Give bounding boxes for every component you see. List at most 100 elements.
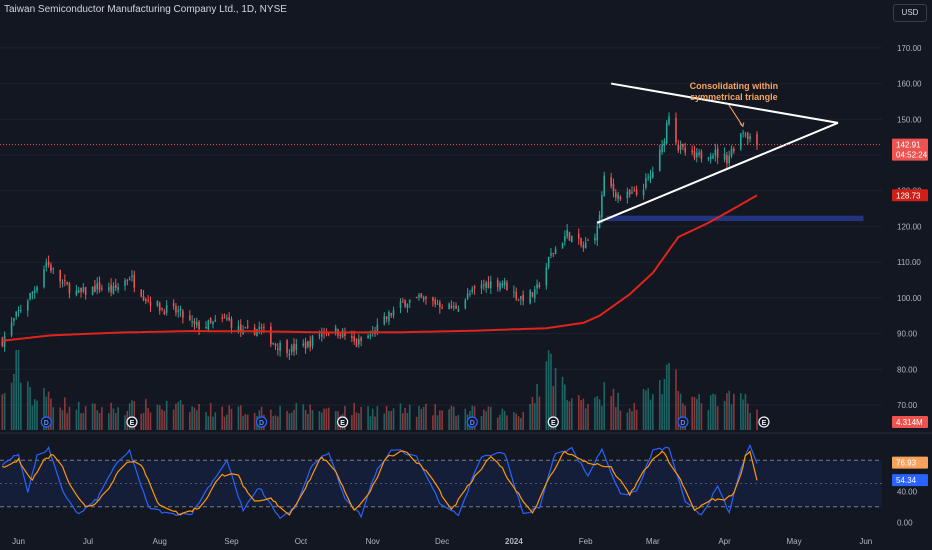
candle-body bbox=[570, 235, 573, 243]
volume-bar bbox=[327, 407, 330, 430]
volume-bar bbox=[351, 415, 353, 430]
volume-bar bbox=[696, 398, 698, 430]
volume-bar bbox=[193, 407, 196, 430]
symmetrical-triangle-drawing[interactable] bbox=[0, 82, 882, 224]
event-marker-label: E bbox=[762, 420, 767, 427]
candle-body bbox=[205, 326, 207, 329]
volume-bar bbox=[617, 392, 619, 430]
volume-bar bbox=[68, 406, 71, 430]
candle-body bbox=[182, 311, 184, 318]
earnings-marker bbox=[758, 416, 770, 428]
candle-body bbox=[696, 152, 698, 158]
volume-bar bbox=[50, 398, 52, 430]
volume-bar bbox=[205, 412, 207, 430]
candle-body bbox=[10, 322, 13, 336]
candle-body bbox=[353, 336, 355, 342]
candle-body bbox=[612, 183, 615, 192]
volume-bar bbox=[61, 410, 64, 430]
candle-body bbox=[388, 312, 390, 322]
candle-body bbox=[133, 274, 136, 288]
currency-button[interactable]: USD bbox=[893, 4, 927, 22]
candle-body bbox=[658, 149, 661, 171]
annotation[interactable]: Consolidating within symmetrical triangl… bbox=[690, 81, 779, 128]
candle-body bbox=[358, 338, 360, 345]
volume-bar bbox=[212, 416, 214, 430]
candle-body bbox=[420, 293, 423, 298]
candle-body bbox=[260, 327, 263, 329]
volume-bar bbox=[520, 417, 522, 430]
volume-bar bbox=[601, 405, 603, 430]
volume-bar bbox=[239, 405, 242, 430]
time-axis[interactable]: Jun Jul Aug Sep Oct Nov Dec 2024 Feb Mar Apr May Jun bbox=[12, 537, 872, 546]
volume-bar bbox=[596, 396, 599, 430]
volume-bar bbox=[47, 391, 50, 430]
price-axis[interactable]: 170.00160.00150.00140.00130.00120.00110.… bbox=[897, 44, 922, 410]
candle-body bbox=[98, 282, 101, 291]
candle-body bbox=[124, 280, 126, 286]
candle-body bbox=[246, 326, 249, 328]
candle-body bbox=[272, 343, 274, 345]
candle-body bbox=[295, 344, 298, 350]
volume-bar bbox=[246, 414, 249, 430]
volume-bar bbox=[77, 401, 80, 430]
candle-body bbox=[455, 305, 457, 309]
candle-body bbox=[304, 341, 307, 349]
earnings-marker bbox=[126, 416, 138, 428]
volume-bar bbox=[570, 398, 573, 430]
stoch-tick-label: 40.00 bbox=[897, 487, 918, 496]
candle-body bbox=[596, 226, 599, 241]
volume-bar bbox=[675, 369, 677, 430]
candle-body bbox=[244, 327, 247, 329]
volume-bar bbox=[432, 415, 434, 430]
price-candles bbox=[1, 112, 758, 360]
volume-bar bbox=[156, 404, 159, 430]
time-tick-label: Jun bbox=[859, 537, 872, 546]
volume-bar bbox=[566, 399, 568, 430]
time-tick-label: Feb bbox=[579, 537, 593, 546]
volume-bar bbox=[64, 397, 66, 430]
volume-bar bbox=[80, 413, 82, 430]
volume-bar bbox=[307, 413, 309, 430]
time-tick-label: Jun bbox=[12, 537, 25, 546]
volume-bar bbox=[404, 407, 406, 430]
candle-body bbox=[531, 292, 534, 297]
volume-bar bbox=[276, 416, 279, 430]
candle-body bbox=[193, 320, 196, 325]
volume-bar bbox=[663, 378, 666, 430]
volume-bar bbox=[515, 413, 518, 430]
candle-body bbox=[529, 290, 531, 304]
candle-body bbox=[145, 299, 147, 302]
volume-bar bbox=[309, 404, 312, 430]
candle-body bbox=[390, 313, 393, 316]
candle-body bbox=[450, 305, 453, 309]
candle-body bbox=[75, 290, 78, 295]
volume-bar bbox=[434, 404, 437, 430]
volume-bar bbox=[177, 401, 180, 430]
candle-body bbox=[50, 264, 52, 271]
volume-bar bbox=[564, 384, 566, 430]
volume-bar bbox=[552, 385, 555, 430]
candle-body bbox=[730, 148, 733, 157]
price-tick-label: 120.00 bbox=[897, 222, 922, 231]
volume-bar bbox=[716, 406, 719, 430]
candle-body bbox=[635, 189, 638, 195]
volume-bar bbox=[91, 403, 94, 430]
candle-body bbox=[501, 282, 504, 286]
candle-body bbox=[661, 144, 663, 153]
volume-bar bbox=[418, 405, 420, 430]
volume-bar bbox=[506, 415, 508, 430]
candle-body bbox=[165, 305, 168, 313]
volume-bar bbox=[175, 403, 177, 430]
candle-body bbox=[17, 310, 20, 312]
candle-body bbox=[195, 322, 198, 326]
candle-body bbox=[677, 145, 680, 151]
volume-bar bbox=[480, 415, 483, 430]
stoch-d-badge-text: 76.93 bbox=[896, 459, 917, 468]
annotation-line1: Consolidating within bbox=[690, 81, 779, 91]
volume-bar bbox=[619, 410, 622, 430]
candle-body bbox=[47, 261, 50, 266]
candle-body bbox=[439, 301, 441, 308]
candle-body bbox=[756, 134, 758, 146]
